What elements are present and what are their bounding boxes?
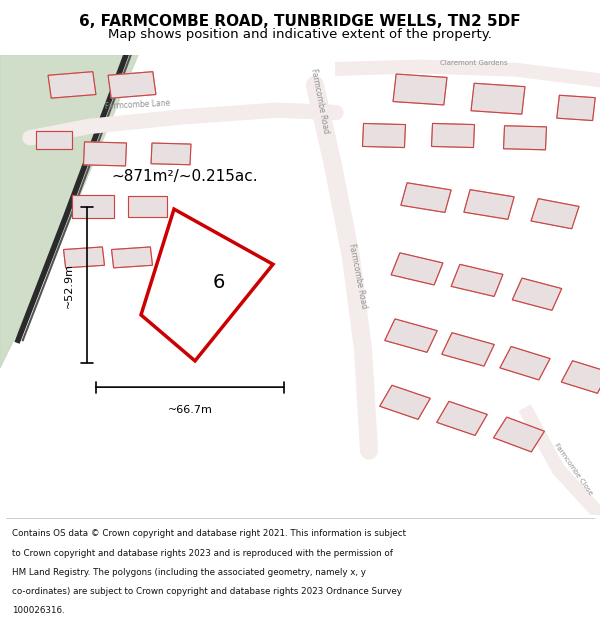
Bar: [36, 131, 72, 149]
Bar: [36, 131, 72, 149]
Bar: [464, 189, 514, 219]
Bar: [464, 189, 514, 219]
Bar: [83, 142, 127, 166]
Bar: [391, 253, 443, 285]
Bar: [362, 124, 406, 148]
Text: ~871m²/~0.215ac.: ~871m²/~0.215ac.: [111, 169, 257, 184]
Text: Map shows position and indicative extent of the property.: Map shows position and indicative extent…: [108, 28, 492, 41]
Bar: [151, 143, 191, 165]
Bar: [471, 83, 525, 114]
Bar: [557, 95, 595, 121]
Text: HM Land Registry. The polygons (including the associated geometry, namely x, y: HM Land Registry. The polygons (includin…: [12, 568, 366, 577]
Bar: [72, 195, 114, 218]
Text: 100026316.: 100026316.: [12, 606, 65, 615]
Bar: [562, 361, 600, 393]
Bar: [112, 247, 152, 268]
Text: Claremont Gardens: Claremont Gardens: [440, 60, 508, 66]
Bar: [557, 95, 595, 121]
Bar: [48, 72, 96, 98]
Bar: [385, 319, 437, 352]
Bar: [531, 199, 579, 229]
Text: Farmcombe Road: Farmcombe Road: [347, 242, 368, 309]
Bar: [471, 83, 525, 114]
Text: Farmcombe Road: Farmcombe Road: [309, 68, 331, 134]
Bar: [112, 247, 152, 268]
Bar: [385, 319, 437, 352]
Bar: [380, 385, 430, 419]
Bar: [442, 332, 494, 366]
Bar: [83, 142, 127, 166]
Bar: [500, 346, 550, 380]
Bar: [64, 247, 104, 268]
Bar: [562, 361, 600, 393]
Bar: [108, 72, 156, 98]
Text: 6, FARMCOMBE ROAD, TUNBRIDGE WELLS, TN2 5DF: 6, FARMCOMBE ROAD, TUNBRIDGE WELLS, TN2 …: [79, 14, 521, 29]
Bar: [451, 264, 503, 296]
Text: co-ordinates) are subject to Crown copyright and database rights 2023 Ordnance S: co-ordinates) are subject to Crown copyr…: [12, 587, 402, 596]
Bar: [442, 332, 494, 366]
Bar: [512, 278, 562, 311]
Bar: [128, 196, 167, 217]
Bar: [500, 346, 550, 380]
Text: Farmcombe Lane: Farmcombe Lane: [105, 99, 171, 111]
Bar: [72, 195, 114, 218]
Bar: [451, 264, 503, 296]
Bar: [108, 72, 156, 98]
Bar: [393, 74, 447, 105]
Bar: [531, 199, 579, 229]
Bar: [391, 253, 443, 285]
Bar: [380, 385, 430, 419]
Text: to Crown copyright and database rights 2023 and is reproduced with the permissio: to Crown copyright and database rights 2…: [12, 549, 393, 558]
Bar: [393, 74, 447, 105]
Text: Farmcombe Close: Farmcombe Close: [553, 442, 593, 496]
Bar: [362, 124, 406, 148]
Text: 6: 6: [213, 273, 225, 292]
Bar: [437, 401, 487, 436]
Polygon shape: [0, 55, 138, 368]
Bar: [494, 417, 544, 452]
Bar: [512, 278, 562, 311]
Bar: [401, 182, 451, 213]
Bar: [48, 72, 96, 98]
Bar: [431, 124, 475, 148]
Text: ~66.7m: ~66.7m: [167, 404, 212, 414]
Bar: [401, 182, 451, 213]
Text: Contains OS data © Crown copyright and database right 2021. This information is : Contains OS data © Crown copyright and d…: [12, 529, 406, 538]
Bar: [64, 247, 104, 268]
Bar: [437, 401, 487, 436]
Bar: [128, 196, 167, 217]
Bar: [431, 124, 475, 148]
Polygon shape: [141, 209, 273, 361]
Text: ~52.9m: ~52.9m: [64, 262, 74, 308]
Bar: [503, 126, 547, 150]
Bar: [494, 417, 544, 452]
Bar: [503, 126, 547, 150]
Bar: [151, 143, 191, 165]
